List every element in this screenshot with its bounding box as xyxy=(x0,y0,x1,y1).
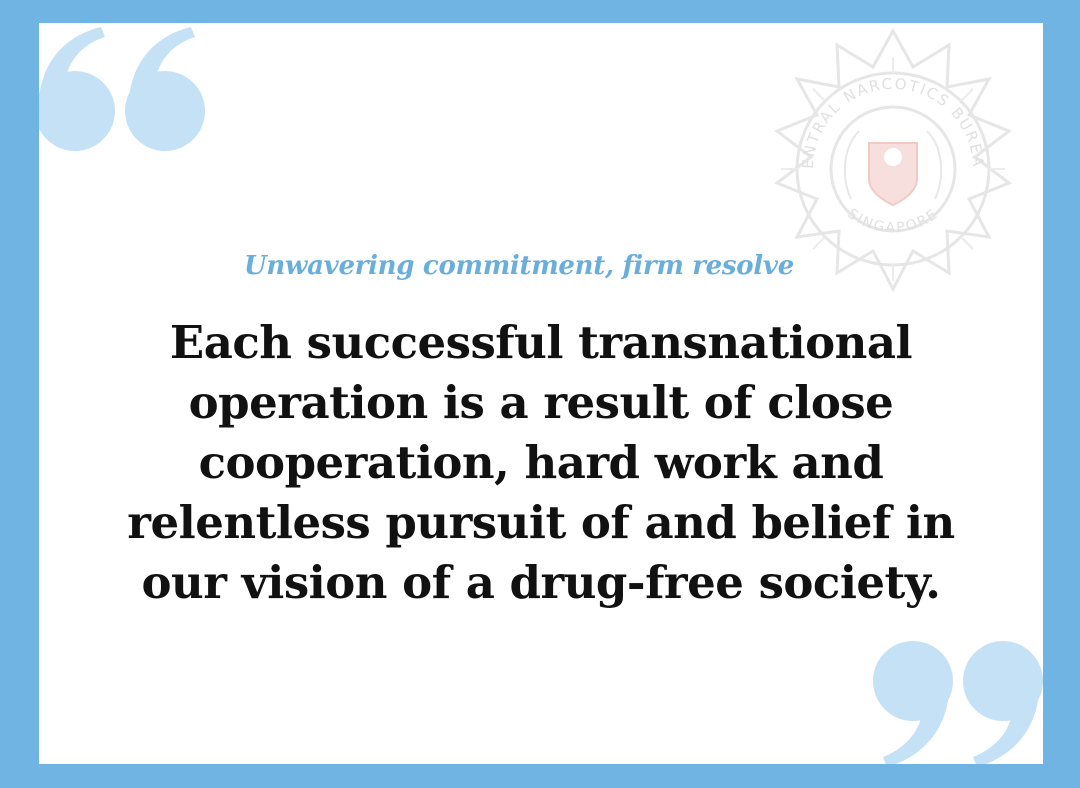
close-quote-icon xyxy=(873,641,1043,764)
open-quote-icon xyxy=(39,27,205,151)
quote-line: cooperation, hard work and xyxy=(198,436,884,489)
cnb-badge-icon: CENTRAL NARCOTICS BUREAU SINGAPORE xyxy=(751,27,1013,293)
quote-line: our vision of a drug-free society. xyxy=(141,556,941,609)
svg-text:SINGAPORE: SINGAPORE xyxy=(844,206,941,236)
subtitle-text: Unwavering commitment, firm resolve xyxy=(244,251,794,281)
quote-card: CENTRAL NARCOTICS BUREAU SINGAPORE Unwav… xyxy=(39,23,1043,764)
quote-line: relentless pursuit of and belief in xyxy=(127,496,955,549)
quote-line: operation is a result of close xyxy=(188,376,894,429)
emblem-ring-text-bottom: SINGAPORE xyxy=(844,206,939,236)
quote-subtitle: Unwavering commitment, firm resolve xyxy=(39,251,1043,281)
quote-line: Each successful transnational xyxy=(169,316,913,369)
quote-body: Each successful transnational operation … xyxy=(59,313,1023,613)
